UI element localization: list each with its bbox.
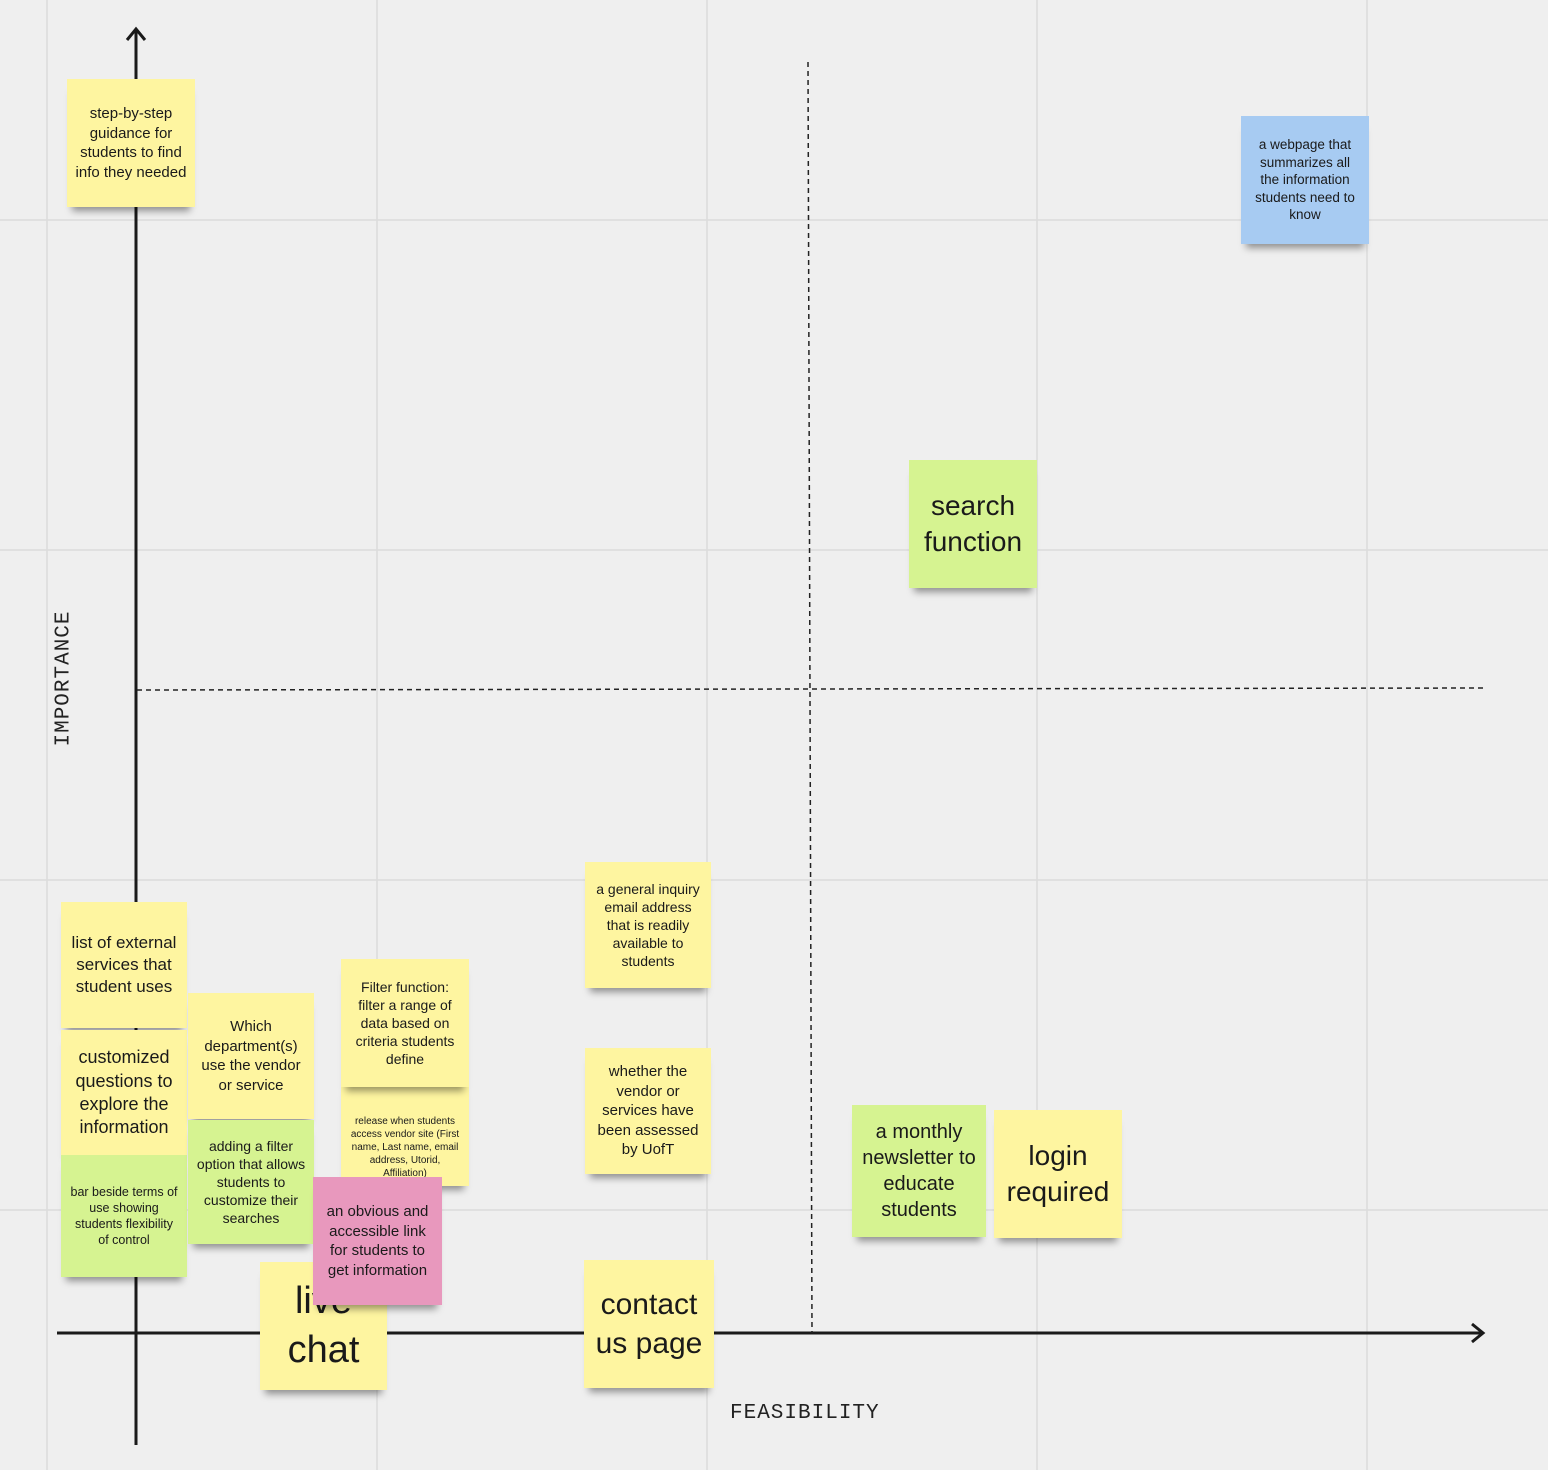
sticky-note[interactable]: an obvious and accessible link for stude… bbox=[313, 1177, 442, 1305]
x-axis-label: FEASIBILITY bbox=[730, 1402, 880, 1425]
note-text: adding a filter option that allows stude… bbox=[196, 1137, 306, 1227]
note-text: a general inquiry email address that is … bbox=[596, 880, 700, 970]
sticky-note[interactable]: contact us page bbox=[584, 1260, 714, 1388]
sticky-note[interactable]: bar beside terms of use showing students… bbox=[61, 1155, 187, 1277]
note-text: release when students access vendor site… bbox=[350, 1116, 460, 1179]
quadrant-dividers bbox=[136, 61, 1484, 1334]
sticky-note[interactable]: adding a filter option that allows stude… bbox=[188, 1120, 314, 1244]
sticky-note[interactable]: a monthly newsletter to educate students bbox=[852, 1105, 986, 1237]
note-text: Filter function: filter a range of data … bbox=[355, 978, 455, 1068]
note-text: login required bbox=[1006, 1139, 1110, 1207]
sticky-note[interactable]: login required bbox=[994, 1110, 1122, 1238]
sticky-note[interactable]: whether the vendor or services have been… bbox=[585, 1048, 711, 1174]
note-text: step-by-step guidance for students to fi… bbox=[75, 105, 187, 181]
sticky-note[interactable]: search function bbox=[909, 460, 1037, 588]
note-text: Which department(s) use the vendor or se… bbox=[201, 1018, 301, 1094]
sticky-note[interactable]: list of external services that student u… bbox=[61, 902, 187, 1028]
note-text: bar beside terms of use showing students… bbox=[70, 1184, 178, 1248]
sticky-note[interactable]: customized questions to explore the info… bbox=[61, 1030, 187, 1156]
note-text: search function bbox=[923, 489, 1023, 557]
sticky-note[interactable]: Filter function: filter a range of data … bbox=[341, 959, 469, 1087]
y-axis-label: IMPORTANCE bbox=[52, 610, 76, 747]
sticky-note[interactable]: a webpage that summarizes all the inform… bbox=[1241, 116, 1369, 244]
note-text: a monthly newsletter to educate students bbox=[862, 1121, 976, 1221]
sticky-note[interactable]: a general inquiry email address that is … bbox=[585, 862, 711, 988]
note-text: a webpage that summarizes all the inform… bbox=[1255, 137, 1355, 223]
note-text: customized questions to explore the info… bbox=[75, 1047, 173, 1138]
sticky-note[interactable]: Which department(s) use the vendor or se… bbox=[188, 993, 314, 1119]
sticky-note[interactable]: release when students access vendor site… bbox=[341, 1080, 469, 1186]
note-text: whether the vendor or services have been… bbox=[597, 1063, 699, 1159]
note-text: an obvious and accessible link for stude… bbox=[326, 1203, 429, 1279]
sticky-note[interactable]: step-by-step guidance for students to fi… bbox=[67, 79, 195, 207]
note-text: list of external services that student u… bbox=[71, 932, 177, 997]
note-text: contact us page bbox=[595, 1288, 703, 1360]
